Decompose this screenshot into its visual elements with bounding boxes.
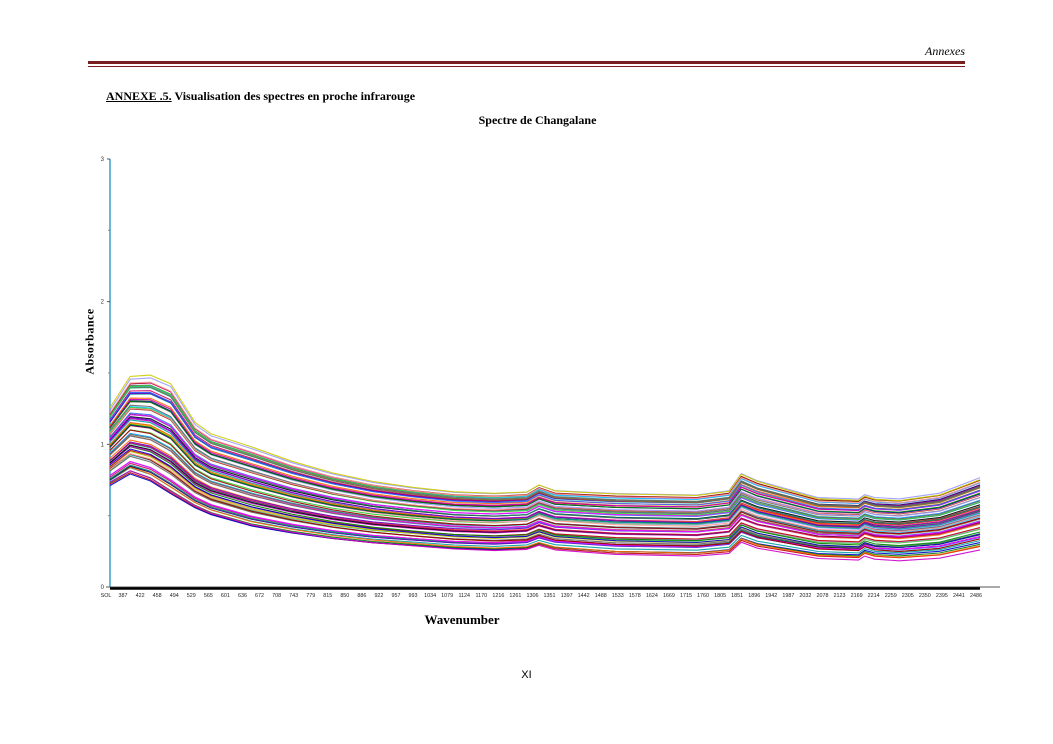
x-tick-label: 672 — [255, 593, 264, 599]
x-tick-label: 1079 — [441, 593, 453, 599]
annex-label: ANNEXE .5. — [106, 89, 172, 103]
spectrum-line — [109, 466, 981, 558]
spectrum-line — [109, 382, 981, 502]
x-tick-label: 1170 — [475, 593, 487, 599]
annex-title-text: Visualisation des spectres en proche inf… — [174, 89, 416, 103]
x-tick-label: 850 — [340, 593, 349, 599]
spectrum-line — [109, 446, 981, 547]
x-tick-label: 529 — [187, 593, 196, 599]
x-tick-label: 565 — [204, 593, 213, 599]
x-tick-label: 1351 — [544, 593, 556, 599]
x-tick-label: 2395 — [936, 593, 948, 599]
x-tick-label: 1760 — [697, 593, 709, 599]
x-tick-label: 2169 — [851, 593, 863, 599]
annex-heading: ANNEXE .5. Visualisation des spectres en… — [106, 89, 415, 104]
spectrum-line — [109, 448, 981, 549]
x-tick-label: 1624 — [646, 593, 658, 599]
x-tick-label: 2032 — [799, 593, 811, 599]
y-tick-label: 1 — [101, 442, 105, 448]
x-tick-label: 1805 — [714, 593, 726, 599]
spectrum-line — [109, 381, 981, 504]
spectrum-line — [109, 374, 981, 502]
x-tick-label: 1034 — [424, 593, 436, 599]
spectrum-line — [109, 419, 981, 530]
x-tick-label: 2214 — [868, 593, 880, 599]
x-tick-label: SOL — [101, 593, 112, 599]
spectrum-line — [109, 442, 981, 539]
spectrum-line — [109, 398, 981, 512]
x-tick-label: 1715 — [680, 593, 692, 599]
x-tick-label: 458 — [153, 593, 162, 599]
x-tick-label: 1578 — [629, 593, 641, 599]
x-tick-label: 1533 — [612, 593, 624, 599]
y-tick-label: 2 — [101, 300, 105, 306]
chart-title: Spectre de Changalane — [478, 113, 597, 127]
spectrum-line — [109, 453, 981, 553]
spectrum-line — [109, 386, 981, 509]
x-tick-label: 815 — [323, 593, 332, 599]
x-tick-label: 2486 — [970, 593, 982, 599]
x-tick-label: 1124 — [458, 593, 470, 599]
x-tick-label: 708 — [272, 593, 281, 599]
x-tick-label: 601 — [221, 593, 230, 599]
x-tick-label: 1987 — [782, 593, 794, 599]
x-tick-label: 886 — [357, 593, 366, 599]
x-tick-label: 1397 — [561, 593, 573, 599]
spectrum-line — [109, 407, 981, 515]
spectrum-line — [109, 472, 981, 559]
x-tick-label: 1488 — [595, 593, 607, 599]
x-tick-label: 1306 — [526, 593, 538, 599]
x-tick-label: 1669 — [663, 593, 675, 599]
x-tick-label: 422 — [136, 593, 145, 599]
x-tick-label: 957 — [392, 593, 401, 599]
x-tick-label: 2078 — [816, 593, 828, 599]
header-rule-thin — [88, 66, 965, 67]
x-tick-label: 993 — [409, 593, 418, 599]
x-tick-label: 2123 — [834, 593, 846, 599]
x-tick-label: 2350 — [919, 593, 931, 599]
x-tick-label: 2259 — [885, 593, 897, 599]
x-tick-label: 2305 — [902, 593, 914, 599]
spectrum-line — [109, 404, 981, 520]
spectrum-line — [109, 417, 981, 529]
spectrum-line — [109, 391, 981, 511]
x-tick-label: 1851 — [731, 593, 743, 599]
x-tick-label: 2441 — [953, 593, 965, 599]
x-tick-label: 494 — [170, 593, 179, 599]
y-tick-label: 3 — [101, 157, 105, 163]
page-number: XI — [521, 669, 532, 681]
header-rule-thick — [88, 61, 965, 64]
x-tick-label: 1261 — [509, 593, 521, 599]
x-axis-label: Wavenumber — [424, 612, 500, 627]
spectrum-line — [109, 401, 981, 513]
spectrum-line — [109, 470, 981, 562]
spectrum-line — [109, 429, 981, 535]
spectrum-line — [109, 387, 981, 508]
x-tick-label: 1942 — [765, 593, 777, 599]
x-tick-label: 1442 — [578, 593, 590, 599]
x-tick-label: 1896 — [748, 593, 760, 599]
x-tick-label: 387 — [119, 593, 128, 599]
x-tick-label: 743 — [289, 593, 298, 599]
running-header: Annexes — [925, 44, 965, 58]
x-tick-label: 922 — [374, 593, 383, 599]
x-tick-label: 779 — [306, 593, 315, 599]
y-axis-label: Absorbance — [82, 308, 97, 375]
x-tick-label: 1216 — [492, 593, 504, 599]
y-tick-label: 0 — [101, 585, 105, 591]
x-tick-label: 636 — [238, 593, 247, 599]
spectrum-line — [109, 460, 981, 551]
